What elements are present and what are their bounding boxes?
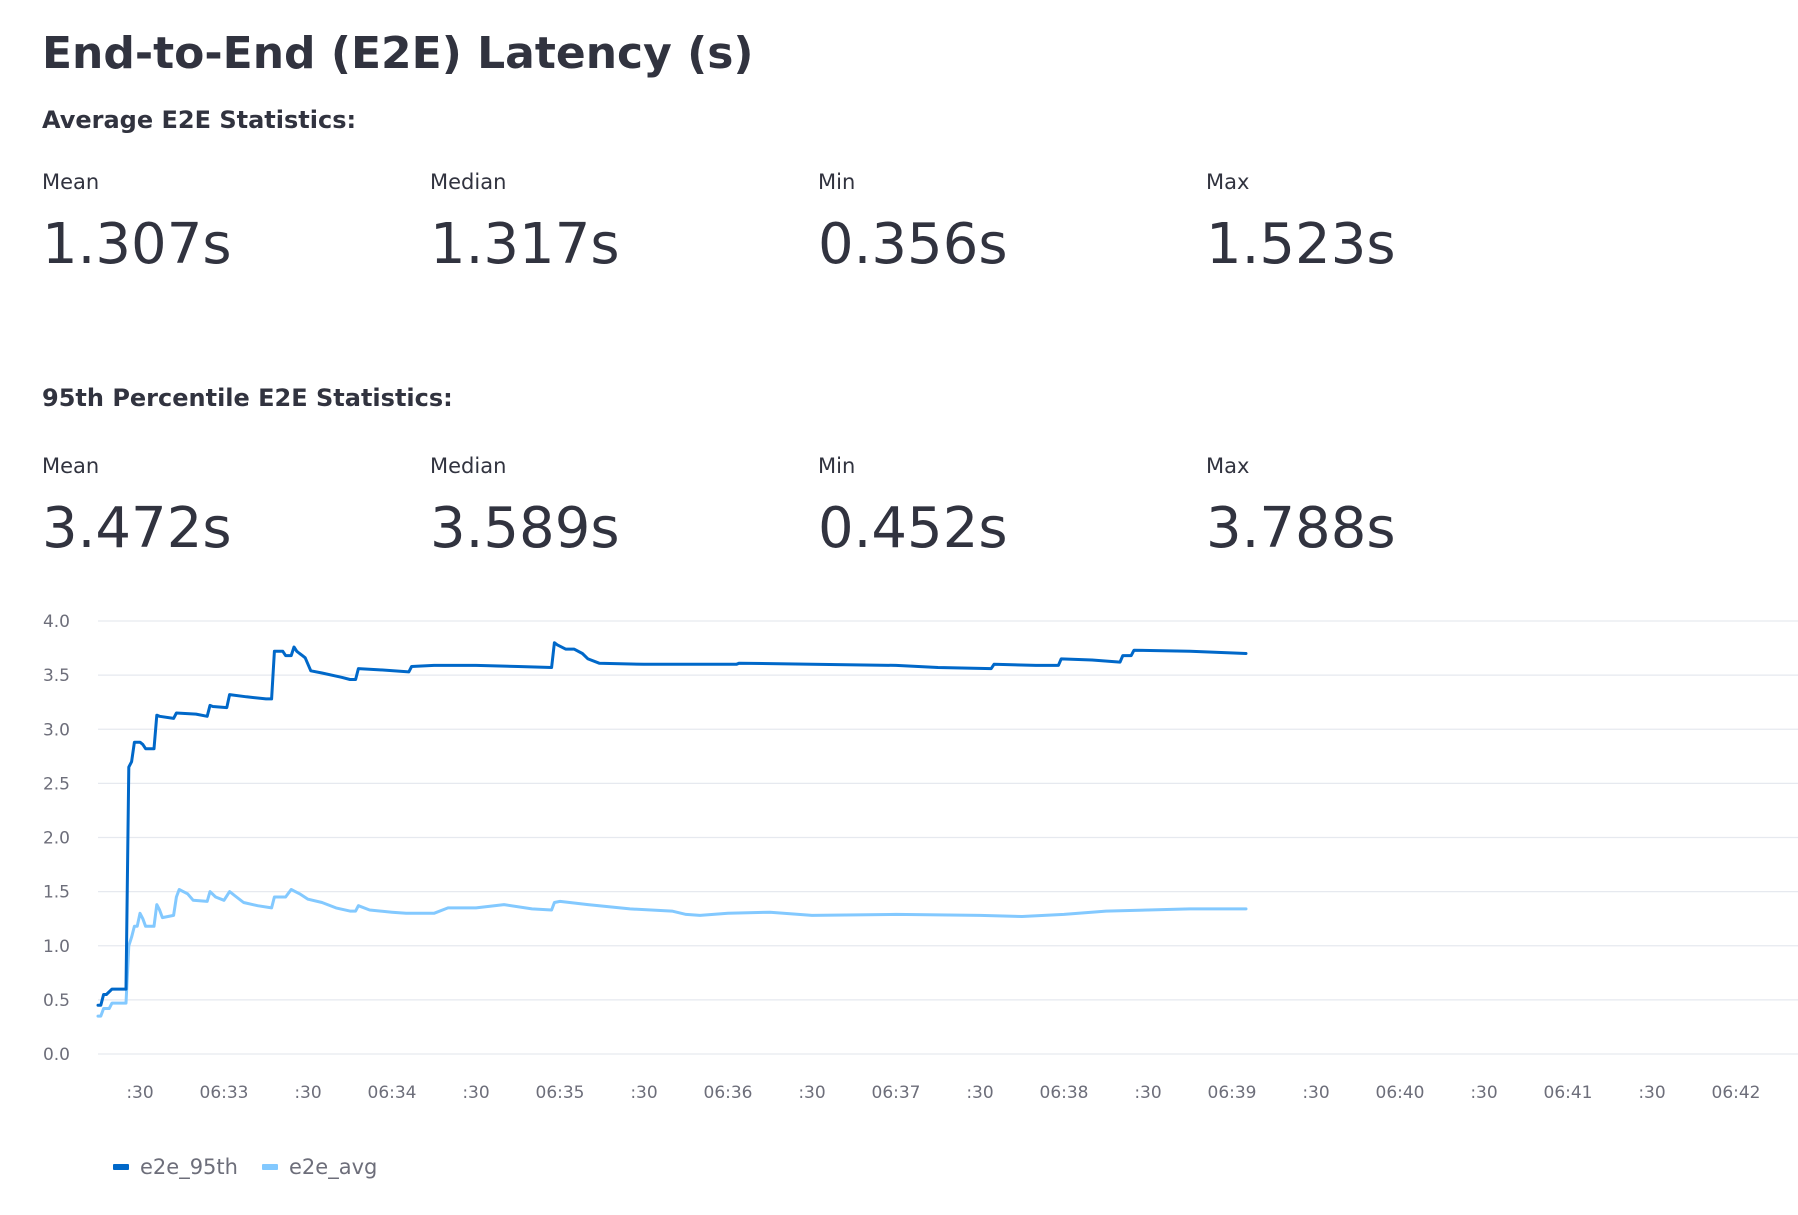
legend-label: e2e_95th [140,1155,238,1180]
x-tick-label: 06:40 [1376,1083,1425,1103]
p95-max-metric: Max 3.788s [1206,456,1626,557]
x-tick-label: :30 [1302,1083,1329,1103]
x-tick-label: :30 [294,1083,321,1103]
x-tick-label: :30 [126,1083,153,1103]
x-tick-label: 06:39 [1208,1083,1257,1103]
x-tick-label: 06:35 [536,1083,585,1103]
metric-label: Median [430,454,507,478]
y-tick-label: 1.5 [43,883,70,903]
legend-item-e2e-avg[interactable]: e2e_avg [262,1155,377,1180]
y-tick-label: 3.5 [43,666,70,686]
x-tick-label: 06:37 [872,1083,921,1103]
p95-mean-metric: Mean 3.472s [42,456,462,557]
x-tick-label: :30 [966,1083,993,1103]
x-tick-label: :30 [1638,1083,1665,1103]
y-tick-label: 3.0 [43,720,70,740]
y-axis-ticks: 4.0 3.5 3.0 2.5 2.0 1.5 1.0 0.5 0.0 [43,612,70,1065]
legend[interactable]: e2e_95th e2e_avg [113,1155,377,1180]
x-tick-label: :30 [798,1083,825,1103]
x-tick-label: 06:34 [368,1083,417,1103]
y-tick-label: 2.5 [43,774,70,794]
metric-value: 1.523s [1206,212,1396,277]
y-tick-label: 0.5 [43,991,70,1011]
avg-metrics-row: Mean 1.307s Median 1.317s Min 0.356s Max… [42,172,1798,292]
x-tick-label: :30 [630,1083,657,1103]
y-tick-label: 0.0 [43,1045,70,1065]
x-tick-label: :30 [1470,1083,1497,1103]
metric-label: Min [818,170,856,194]
x-tick-label: 06:38 [1040,1083,1089,1103]
avg-mean-metric: Mean 1.307s [42,172,462,273]
p95-median-metric: Median 3.589s [430,456,850,557]
metric-value: 1.307s [42,212,232,277]
metric-value: 3.589s [430,496,620,561]
y-tick-label: 4.0 [43,612,70,632]
y-tick-label: 1.0 [43,937,70,957]
x-tick-label: 06:36 [704,1083,753,1103]
legend-item-e2e-95th[interactable]: e2e_95th [113,1155,238,1180]
metric-value: 3.788s [1206,496,1396,561]
avg-median-metric: Median 1.317s [430,172,850,273]
metric-label: Mean [42,170,100,194]
p95-metrics-row: Mean 3.472s Median 3.589s Min 0.452s Max… [42,456,1798,576]
series-lines [96,641,1248,1018]
metric-label: Max [1206,170,1250,194]
legend-label: e2e_avg [289,1155,377,1180]
avg-max-metric: Max 1.523s [1206,172,1626,273]
metric-label: Max [1206,454,1250,478]
series-line-e2e-avg [96,888,1248,1018]
x-tick-label: 06:33 [200,1083,249,1103]
avg-section-title: Average E2E Statistics: [42,106,357,134]
x-tick-label: :30 [1134,1083,1161,1103]
grid-lines [98,620,1798,1055]
page-title: End-to-End (E2E) Latency (s) [42,28,754,79]
p95-min-metric: Min 0.452s [818,456,1238,557]
series-line-e2e-95th [96,641,1248,1007]
metric-value: 0.356s [818,212,1008,277]
metric-value: 1.317s [430,212,620,277]
avg-min-metric: Min 0.356s [818,172,1238,273]
x-tick-label: :30 [462,1083,489,1103]
metric-label: Median [430,170,507,194]
x-tick-label: 06:41 [1544,1083,1593,1103]
legend-swatch [262,1164,278,1170]
x-axis-ticks: :30 06:33 :30 06:34 :30 06:35 :30 06:36 :30 06:37… [126,1083,1760,1103]
x-tick-label: 06:42 [1712,1083,1761,1103]
legend-swatch [113,1164,129,1170]
metric-label: Mean [42,454,100,478]
latency-line-chart[interactable]: 4.0 3.5 3.0 2.5 2.0 1.5 1.0 0.5 0.0 :30 06:33 :30 0… [0,590,1798,1215]
metric-label: Min [818,454,856,478]
metric-value: 0.452s [818,496,1008,561]
y-tick-label: 2.0 [43,829,70,849]
metric-value: 3.472s [42,496,232,561]
p95-section-title: 95th Percentile E2E Statistics: [42,384,453,412]
